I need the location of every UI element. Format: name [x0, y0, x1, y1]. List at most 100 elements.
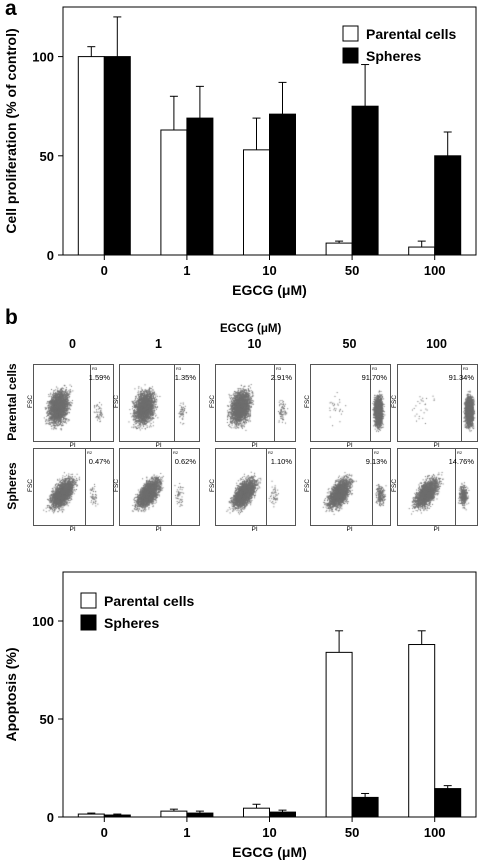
bar-spheres: [186, 117, 214, 256]
flow-percentage: 14.76%: [448, 457, 474, 466]
legend-label: Parental cells: [366, 26, 456, 42]
flow-plot: R3 2.91%: [215, 364, 296, 442]
flow-percentage: 9.13%: [365, 457, 387, 466]
flow-plot: R3 91.70%: [310, 364, 391, 442]
legend-label: Parental cells: [104, 593, 194, 609]
flow-row-label: Spheres: [5, 462, 19, 510]
flow-percentage: 0.62%: [174, 457, 196, 466]
bar-parental-cells: [325, 242, 353, 256]
legend-swatch: [80, 592, 97, 609]
flow-y-axis-label: FSC: [113, 479, 120, 492]
legend-label: Spheres: [104, 615, 159, 631]
legend-swatch: [80, 614, 97, 631]
flow-y-axis-label: FSC: [209, 479, 216, 492]
bar-parental-cells: [77, 813, 105, 818]
flow-percentage: 0.47%: [88, 457, 110, 466]
x-tick-label: 1: [183, 263, 190, 278]
flow-x-axis-label: PI: [69, 442, 76, 449]
bar-spheres: [351, 105, 379, 256]
flow-y-axis-label: FSC: [304, 479, 311, 492]
panel-letter-a: a: [5, 0, 17, 20]
flow-gate-label: R3: [276, 366, 282, 371]
flow-gate-line: [174, 365, 175, 441]
legend-label: Spheres: [366, 48, 421, 64]
x-tick-label: 0: [101, 825, 108, 840]
flow-percentage: 1.59%: [88, 373, 110, 382]
flow-gate-line: [370, 365, 371, 441]
x-axis-label: EGCG (μM): [232, 282, 307, 298]
legend-swatch: [342, 47, 359, 64]
flow-percentage: 1.35%: [174, 373, 196, 382]
flow-percentage: 91.70%: [361, 373, 387, 382]
flow-gate-label: R2: [374, 450, 380, 455]
flow-concentration-1: 1: [155, 337, 162, 351]
bar-parental-cells: [408, 644, 436, 818]
flow-y-axis-label: FSC: [113, 395, 120, 408]
flow-concentration-100: 100: [426, 337, 447, 351]
flow-gate-label: R3: [92, 366, 98, 371]
flow-x-axis-label: PI: [433, 526, 440, 533]
bar-parental-cells: [160, 129, 188, 256]
bar-spheres: [434, 788, 462, 818]
bar-spheres: [351, 796, 379, 818]
flow-gate-line: [171, 449, 172, 525]
flow-x-axis-label: PI: [346, 526, 353, 533]
flow-row-label: Parental cells: [5, 363, 19, 441]
x-tick-label: 50: [345, 825, 359, 840]
flow-scatter-dots: [120, 449, 199, 525]
y-tick-label: 100: [32, 50, 54, 65]
flow-plot: R2 9.13%: [310, 448, 391, 526]
flow-percentage: 2.91%: [270, 373, 292, 382]
flow-plot: R2 0.62%: [119, 448, 200, 526]
flow-plot: R3 91.34%: [397, 364, 478, 442]
flow-scatter-dots: [34, 365, 113, 441]
panel-letter-b: b: [5, 306, 18, 329]
legend-swatch: [342, 25, 359, 42]
flow-x-axis-label: PI: [155, 526, 162, 533]
flow-gate-label: R2: [173, 450, 179, 455]
flow-scatter-dots: [398, 365, 477, 441]
flow-x-axis-label: PI: [69, 526, 76, 533]
y-tick-label: 0: [47, 810, 54, 825]
flow-header: EGCG (μM): [220, 323, 282, 335]
flow-scatter-dots: [216, 449, 295, 525]
bar-parental-cells: [408, 246, 436, 256]
flow-scatter-dots: [311, 365, 390, 441]
x-tick-label: 0: [101, 263, 108, 278]
x-tick-label: 100: [424, 825, 446, 840]
flow-gate-line: [85, 449, 86, 525]
bar-spheres: [186, 812, 214, 818]
bar-parental-cells: [325, 651, 353, 818]
bar-spheres: [434, 155, 462, 256]
x-tick-label: 50: [345, 263, 359, 278]
flow-y-axis-label: FSC: [27, 395, 34, 408]
bar-spheres: [103, 814, 131, 818]
flow-gate-label: R3: [372, 366, 378, 371]
flow-concentration-10: 10: [247, 337, 262, 351]
flow-gate-line: [461, 365, 462, 441]
flow-plot: R2 1.10%: [215, 448, 296, 526]
y-tick-label: 100: [32, 614, 54, 629]
flow-scatter-dots: [311, 449, 390, 525]
flow-concentration-50: 50: [342, 337, 357, 351]
flow-plot: R2 0.47%: [33, 448, 114, 526]
flow-y-axis-label: FSC: [304, 395, 311, 408]
flow-x-axis-label: PI: [155, 442, 162, 449]
flow-gate-line: [90, 365, 91, 441]
flow-y-axis-label: FSC: [391, 395, 398, 408]
bar-parental-cells: [77, 56, 105, 256]
flow-gate-line: [274, 365, 275, 441]
flow-y-axis-label: FSC: [27, 479, 34, 492]
flow-plot: R3 1.59%: [33, 364, 114, 442]
flow-plot: R3 1.35%: [119, 364, 200, 442]
flow-x-axis-label: PI: [251, 442, 258, 449]
y-tick-label: 0: [47, 248, 54, 263]
flow-gate-label: R3: [463, 366, 469, 371]
x-tick-label: 10: [262, 825, 276, 840]
bar-parental-cells: [243, 807, 270, 818]
flow-plot: R2 14.76%: [397, 448, 478, 526]
flow-x-axis-label: PI: [433, 442, 440, 449]
flow-percentage: 91.34%: [448, 373, 474, 382]
y-axis-label: Cell proliferation (% of control): [3, 28, 19, 233]
flow-scatter-dots: [34, 449, 113, 525]
